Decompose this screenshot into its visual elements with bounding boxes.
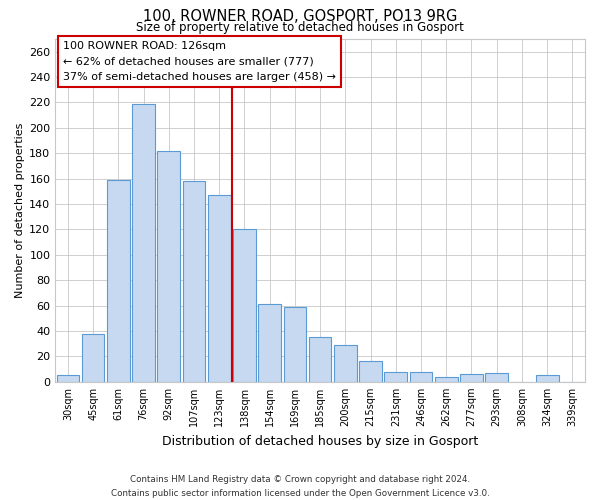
Text: 100, ROWNER ROAD, GOSPORT, PO13 9RG: 100, ROWNER ROAD, GOSPORT, PO13 9RG (143, 9, 457, 24)
Bar (334, 345, 357, 382)
Bar (107, 180, 130, 382)
Bar (385, 372, 407, 382)
Bar (309, 338, 331, 382)
Bar (410, 372, 433, 382)
Bar (208, 195, 230, 382)
Bar (157, 150, 180, 382)
Bar (359, 362, 382, 382)
X-axis label: Distribution of detached houses by size in Gosport: Distribution of detached houses by size … (162, 434, 478, 448)
Text: Contains HM Land Registry data © Crown copyright and database right 2024.
Contai: Contains HM Land Registry data © Crown c… (110, 476, 490, 498)
Bar (536, 376, 559, 382)
Bar (485, 373, 508, 382)
Bar (182, 181, 205, 382)
Bar (56, 376, 79, 382)
Text: Size of property relative to detached houses in Gosport: Size of property relative to detached ho… (136, 21, 464, 34)
Y-axis label: Number of detached properties: Number of detached properties (15, 122, 25, 298)
Bar (132, 104, 155, 382)
Bar (435, 376, 458, 382)
Text: 100 ROWNER ROAD: 126sqm
← 62% of detached houses are smaller (777)
37% of semi-d: 100 ROWNER ROAD: 126sqm ← 62% of detache… (63, 40, 336, 82)
Bar (259, 304, 281, 382)
Bar (284, 307, 306, 382)
Bar (233, 230, 256, 382)
Bar (460, 374, 483, 382)
Bar (82, 334, 104, 382)
